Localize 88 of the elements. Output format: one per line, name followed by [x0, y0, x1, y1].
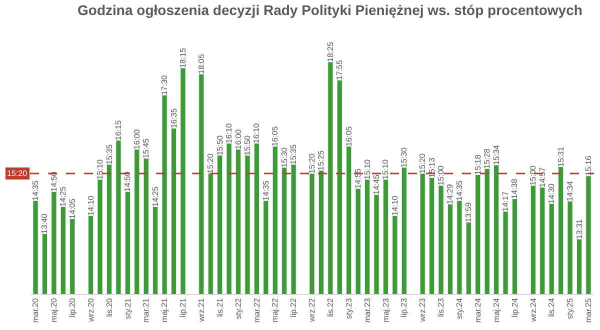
x-tick-label: maj.22 — [270, 298, 280, 322]
data-label: 15:25 — [316, 150, 326, 170]
data-label: 15:50 — [242, 134, 252, 156]
data-label: 13:40 — [40, 213, 50, 234]
data-label: 15:35 — [289, 144, 298, 164]
x-tick-label: mar.25 — [584, 298, 594, 323]
data-label: 17:55 — [335, 60, 344, 80]
data-label: 18:15 — [178, 47, 188, 68]
x-tick-label: mar.20 — [31, 298, 40, 323]
data-label: 14:25 — [150, 186, 160, 207]
data-label: 14:35 — [261, 180, 270, 201]
x-tick-label: lis.24 — [547, 298, 556, 317]
data-label: 15:20 — [418, 152, 428, 174]
data-label: 15:10 — [96, 158, 105, 180]
data-label: 17:30 — [160, 74, 170, 96]
data-label: 18:25 — [326, 41, 335, 62]
x-tick-label: mar.23 — [362, 298, 372, 323]
ref-line-label: 15:20 — [7, 169, 28, 178]
data-label: 16:15 — [114, 120, 123, 140]
data-label: 14:10 — [86, 195, 96, 216]
data-label: 14:45 — [372, 174, 382, 195]
data-label: 13:59 — [464, 202, 474, 222]
x-tick-label: sty.22 — [234, 298, 243, 319]
data-label: 14:57 — [538, 166, 547, 188]
x-tick-label: wrz.21 — [197, 298, 206, 323]
data-label: 18:05 — [196, 54, 206, 74]
x-tick-label: sty.21 — [123, 298, 132, 319]
data-label: 15:20 — [206, 152, 216, 174]
data-label: 14:05 — [68, 198, 77, 219]
x-tick-label: mar.21 — [142, 298, 151, 323]
data-label: 15:18 — [473, 154, 482, 175]
data-label: 16:35 — [169, 108, 178, 128]
x-tick-label: sty.25 — [566, 298, 575, 319]
x-tick-label: lip.21 — [178, 298, 188, 318]
data-label: 15:31 — [556, 146, 566, 167]
data-label: 16:10 — [252, 122, 262, 144]
x-tick-label: lis.20 — [104, 298, 114, 317]
x-tick-label: lis.22 — [326, 298, 336, 317]
x-tick-label: wrz.20 — [86, 298, 96, 323]
data-label: 15:13 — [427, 157, 436, 178]
x-tick-label: mar.22 — [252, 298, 262, 323]
data-label: 15:50 — [215, 134, 224, 156]
data-label: 15:10 — [381, 158, 390, 180]
x-tick-label: maj.21 — [160, 298, 170, 322]
x-tick-label: lip.22 — [289, 298, 298, 318]
data-label: 16:00 — [234, 128, 243, 150]
data-label: 14:34 — [566, 180, 575, 202]
data-label: 15:34 — [492, 144, 501, 166]
x-tick-label: mar.24 — [473, 298, 482, 323]
data-label: 14:35 — [454, 180, 464, 201]
data-label: 15:30 — [400, 146, 409, 168]
data-label: 15:35 — [104, 144, 114, 164]
data-label: 15:28 — [482, 148, 492, 169]
data-label: 14:17 — [501, 190, 510, 212]
x-tick-label: sty.24 — [455, 298, 464, 319]
x-tick-label: lis.21 — [215, 298, 224, 317]
data-label: 15:10 — [362, 158, 372, 180]
chart-title: Godzina ogłoszenia decyzji Rady Polityki Pieniężnej ws. stóp procentowych — [78, 2, 582, 18]
x-tick-label: wrz.23 — [418, 298, 428, 323]
x-tick-label: maj.23 — [381, 298, 390, 322]
data-label: 14:38 — [510, 178, 520, 199]
data-label: 14:50 — [123, 171, 132, 192]
x-tick-label: lip.20 — [68, 298, 77, 318]
data-label: 16:10 — [224, 122, 234, 144]
x-tick-label: maj.24 — [492, 298, 501, 322]
data-label: 14:29 — [446, 184, 455, 204]
x-tick-label: sty.23 — [344, 298, 354, 319]
data-label: 13:31 — [574, 218, 584, 240]
x-tick-label: maj.20 — [50, 298, 59, 322]
x-tick-label: lip.24 — [510, 298, 520, 318]
data-label: 15:00 — [436, 164, 446, 186]
data-label: 14:30 — [547, 183, 556, 204]
x-tick-label: wrz.24 — [528, 298, 538, 323]
x-tick-label: lis.23 — [436, 298, 446, 317]
data-label: 16:05 — [344, 126, 354, 146]
x-tick-label: wrz.22 — [308, 298, 317, 323]
data-label: 14:10 — [390, 195, 400, 216]
data-label: 14:50 — [49, 171, 58, 192]
data-label: 15:30 — [280, 146, 289, 168]
data-label: 14:55 — [354, 168, 363, 189]
data-label: 16:05 — [270, 126, 280, 146]
data-label: 14:35 — [31, 180, 40, 201]
data-label: 15:45 — [142, 138, 151, 158]
data-label: 14:25 — [58, 186, 68, 207]
data-label: 16:00 — [132, 128, 142, 150]
data-label: 15:00 — [528, 164, 538, 186]
x-tick-label: lip.23 — [400, 298, 409, 318]
data-label: 15:20 — [308, 152, 316, 174]
